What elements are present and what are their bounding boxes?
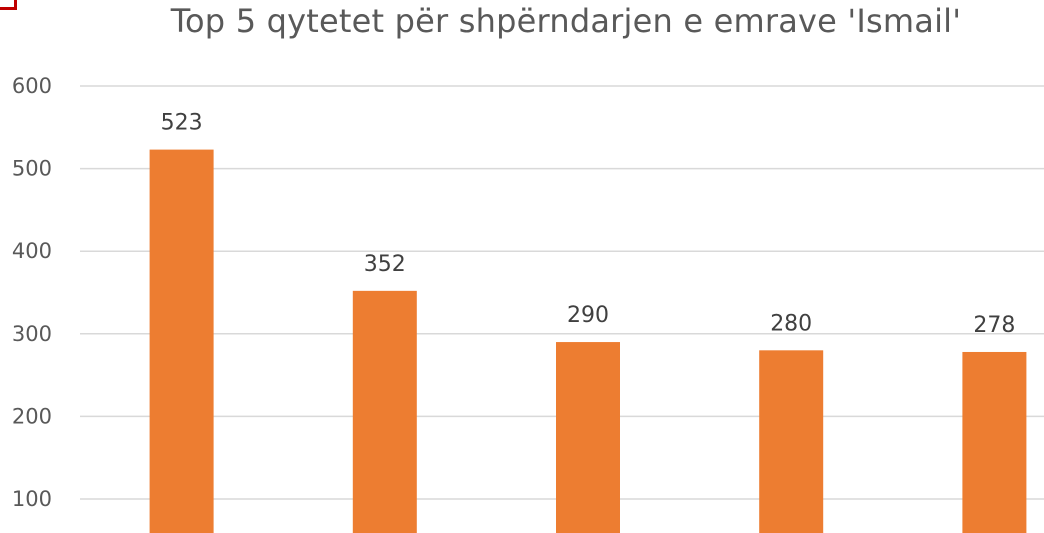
corner-mark <box>0 0 17 10</box>
bar-3 <box>556 342 620 533</box>
data-label-2: 352 <box>364 252 406 277</box>
data-label-3: 290 <box>567 303 609 328</box>
y-axis-ticks: 100 200 300 400 500 600 <box>12 74 52 511</box>
bar-5 <box>962 351 1027 533</box>
data-label-5: 278 <box>973 313 1015 338</box>
y-tick-label-300: 300 <box>12 322 52 346</box>
bar-4 <box>759 350 824 533</box>
y-tick-label-400: 400 <box>12 239 52 263</box>
bar-2 <box>352 290 417 533</box>
y-tick-label-500: 500 <box>12 157 52 181</box>
data-labels: 523 352 290 280 278 <box>161 111 1016 338</box>
bars <box>149 149 1027 533</box>
y-tick-label-600: 600 <box>12 74 52 98</box>
y-tick-label-100: 100 <box>12 487 52 511</box>
chart-title: Top 5 qytetet për shpërndarjen e emrave … <box>170 2 962 40</box>
y-tick-label-200: 200 <box>12 404 52 428</box>
data-label-1: 523 <box>161 111 203 136</box>
data-label-4: 280 <box>770 311 812 336</box>
bar-1 <box>149 149 214 533</box>
